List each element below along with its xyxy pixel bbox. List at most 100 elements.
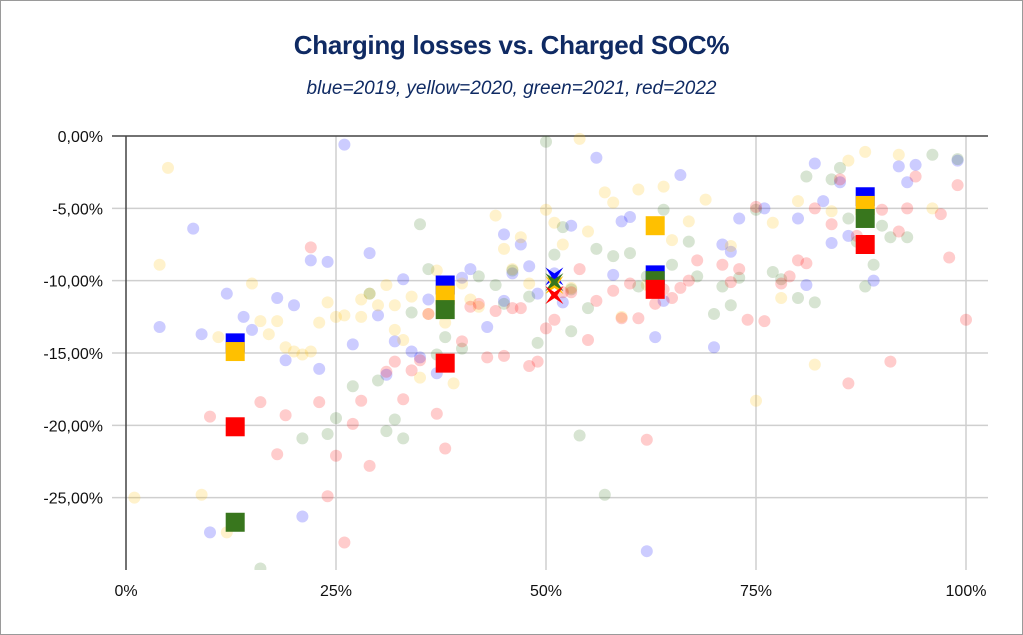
y-tick-label: -10,00% xyxy=(43,274,103,291)
data-point-yellow xyxy=(506,263,519,276)
data-point-blue xyxy=(498,228,510,241)
data-point-blue xyxy=(531,287,544,300)
data-point-yellow xyxy=(422,307,435,320)
data-point-red xyxy=(321,490,334,503)
data-point-yellow xyxy=(540,203,552,216)
data-point-red xyxy=(682,274,695,287)
data-point-red xyxy=(884,355,897,368)
data-point-yellow xyxy=(859,145,872,158)
data-point-blue xyxy=(321,255,334,268)
average-x-marker-green xyxy=(545,273,564,292)
data-point-yellow xyxy=(330,310,342,323)
data-point-red xyxy=(666,292,678,305)
data-point-yellow xyxy=(842,154,855,167)
data-point-yellow xyxy=(498,242,510,255)
data-point-red xyxy=(716,258,729,271)
data-point-red xyxy=(523,360,536,373)
data-point-red xyxy=(733,263,746,276)
data-point-yellow xyxy=(430,264,443,277)
data-point-blue xyxy=(724,245,737,258)
data-point-red xyxy=(414,354,426,367)
data-point-blue xyxy=(187,222,200,235)
y-tick-label: -15,00% xyxy=(43,346,103,363)
data-point-green xyxy=(590,242,603,255)
data-point-blue xyxy=(808,157,821,170)
data-point-yellow xyxy=(363,287,376,300)
data-point-yellow xyxy=(296,348,309,361)
data-point-blue xyxy=(380,368,393,381)
chart-subtitle: blue=2019, yellow=2020, green=2021, red=… xyxy=(306,78,717,99)
data-point-green xyxy=(766,265,779,278)
data-point-red xyxy=(388,355,401,368)
data-point-red xyxy=(271,448,284,461)
data-point-yellow xyxy=(792,195,804,208)
data-point-green xyxy=(506,264,519,277)
data-points xyxy=(128,132,972,570)
data-point-green xyxy=(666,258,678,271)
average-square-yellow xyxy=(225,342,245,362)
data-point-yellow xyxy=(313,316,326,329)
data-point-yellow xyxy=(456,277,468,290)
data-point-green xyxy=(750,203,762,216)
data-point-blue xyxy=(481,320,494,333)
data-point-red xyxy=(649,297,662,310)
data-point-red xyxy=(632,312,645,325)
data-point-blue xyxy=(304,254,317,267)
data-point-blue xyxy=(195,328,208,341)
data-point-red xyxy=(775,277,788,290)
data-point-yellow xyxy=(657,180,670,193)
data-point-blue xyxy=(674,169,687,182)
data-point-yellow xyxy=(724,239,737,252)
data-point-blue xyxy=(565,219,578,232)
data-point-green xyxy=(414,218,426,231)
x-icon xyxy=(545,286,564,305)
data-point-blue xyxy=(279,354,292,367)
data-point-red xyxy=(808,202,821,215)
data-point-green xyxy=(825,173,838,186)
data-point-green xyxy=(859,280,872,293)
data-point-blue xyxy=(414,351,426,364)
data-point-red xyxy=(330,449,342,462)
gridlines xyxy=(112,136,988,570)
data-point-red xyxy=(481,351,494,364)
data-point-yellow xyxy=(825,205,838,218)
data-point-red xyxy=(565,286,578,299)
data-point-blue xyxy=(405,345,418,358)
data-point-red xyxy=(842,377,855,390)
data-point-red xyxy=(464,300,477,313)
data-point-red xyxy=(355,394,368,407)
data-point-red xyxy=(304,241,317,254)
data-point-red xyxy=(472,297,485,310)
data-point-blue xyxy=(624,211,636,224)
data-point-blue xyxy=(498,294,510,307)
y-tick-label: -5,00% xyxy=(52,201,103,218)
data-point-green xyxy=(565,325,578,338)
data-point-yellow xyxy=(514,231,527,244)
data-point-blue xyxy=(506,267,519,280)
data-point-blue xyxy=(397,273,410,286)
data-point-green xyxy=(472,270,485,283)
data-point-green xyxy=(397,432,410,445)
data-point-yellow xyxy=(271,315,284,328)
data-point-blue xyxy=(901,176,914,189)
data-point-red xyxy=(741,313,754,326)
data-point-yellow xyxy=(699,193,712,206)
data-point-green xyxy=(456,342,468,355)
data-point-yellow xyxy=(388,299,401,312)
data-point-green xyxy=(800,170,813,183)
data-point-yellow xyxy=(489,209,502,222)
data-point-blue xyxy=(800,279,813,292)
data-point-yellow xyxy=(397,333,410,346)
data-point-red xyxy=(313,396,326,409)
y-tick-label: -25,00% xyxy=(43,491,103,508)
data-point-green xyxy=(254,562,267,570)
data-point-green xyxy=(388,413,401,426)
data-point-red xyxy=(758,315,771,328)
data-point-red xyxy=(792,254,804,267)
data-point-green xyxy=(775,273,788,286)
x-tick-label: 75% xyxy=(740,583,772,600)
data-point-green xyxy=(708,307,720,320)
data-point-red xyxy=(901,202,914,215)
